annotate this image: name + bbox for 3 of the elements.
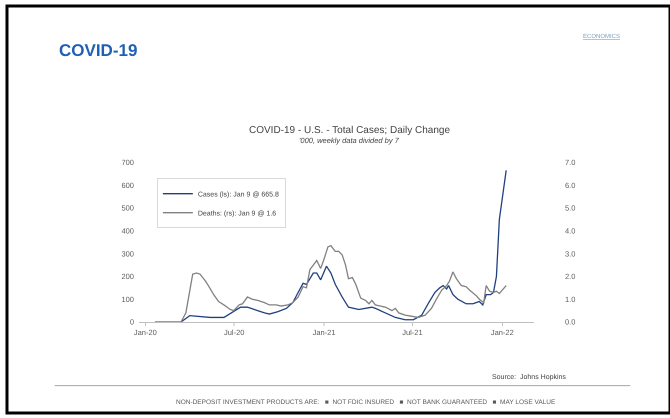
text: COVID-19 [59,41,138,60]
line-series [154,245,507,322]
chart-title: COVID-19 - U.S. - Total Cases; Daily Change [249,125,450,136]
